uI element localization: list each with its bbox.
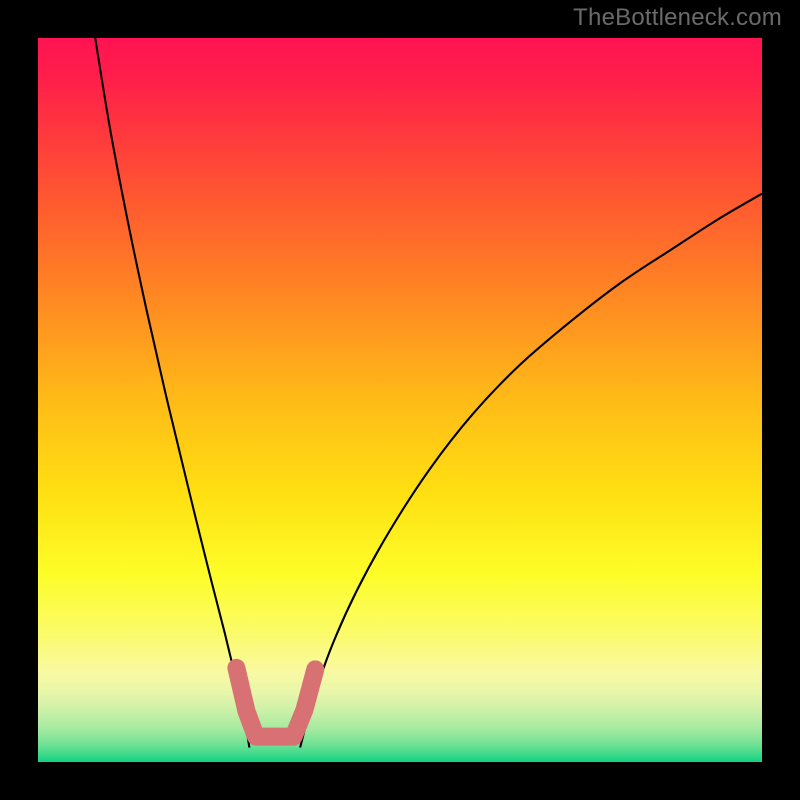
bottleneck-chart-svg	[38, 38, 762, 762]
chart-frame: TheBottleneck.com	[0, 0, 800, 800]
plot-area	[38, 38, 762, 762]
gradient-background	[38, 38, 762, 762]
watermark-text: TheBottleneck.com	[573, 4, 782, 32]
